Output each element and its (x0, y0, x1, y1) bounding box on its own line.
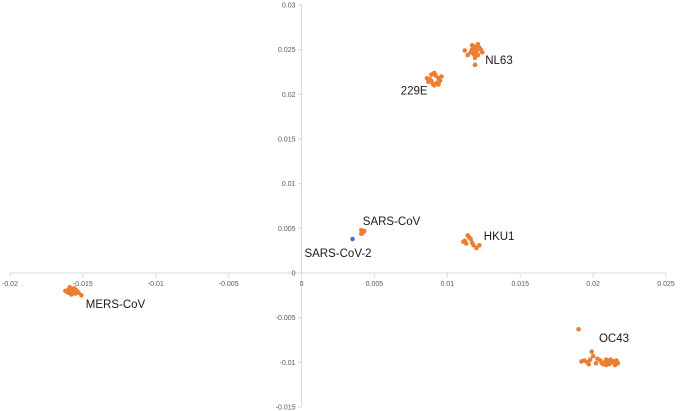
x-tick-label: -0.015 (73, 281, 93, 288)
data-point (76, 290, 81, 295)
data-point (462, 48, 468, 53)
y-tick-label: 0 (292, 271, 296, 278)
x-tick-label: -0.01 (148, 281, 164, 288)
data-point (609, 360, 615, 365)
y-tick-label: 0.025 (278, 47, 296, 54)
cluster-label: SARS-CoV (363, 216, 421, 228)
x-tick-label: 0.015 (511, 281, 529, 288)
y-tick-label: 0.005 (278, 226, 296, 233)
data-point (474, 245, 479, 251)
data-point (465, 233, 471, 238)
y-tick-label: 0.01 (282, 181, 296, 188)
data-point (601, 361, 606, 367)
data-point (471, 47, 476, 52)
y-tick-label: 0.02 (282, 92, 296, 99)
x-tick-label: 0.02 (586, 281, 600, 288)
y-tick-label: 0.015 (278, 137, 296, 144)
y-tick-label: -0.01 (280, 360, 296, 367)
data-point (63, 288, 68, 294)
data-point (67, 284, 73, 290)
y-tick-label: -0.015 (276, 405, 296, 411)
data-point (477, 243, 482, 248)
cluster-labels: NL63 229E SARS-CoV HKU1 SARS-CoV-2 MERS-CoV OC… (86, 55, 629, 345)
data-point (469, 240, 475, 245)
data-point (472, 55, 478, 61)
data-point (359, 231, 364, 236)
y-tick-label: -0.005 (276, 315, 296, 322)
ticks: -0.02 -0.015 -0.01 -0.005 0 0.005 0.01 0.015 0.0… (2, 3, 675, 411)
data-point (475, 52, 481, 58)
data-point (590, 353, 596, 359)
data-point (79, 293, 84, 298)
data-point (586, 361, 592, 367)
data-point (595, 356, 600, 362)
cluster-label: 229E (401, 85, 428, 97)
data-point (431, 70, 437, 76)
data-point (431, 83, 437, 88)
data-points (63, 42, 621, 368)
cluster-label: OC43 (599, 333, 629, 345)
data-point (469, 42, 475, 48)
axes (10, 5, 666, 407)
x-tick-label: -0.005 (219, 281, 239, 288)
data-point (603, 357, 609, 362)
data-point (589, 349, 594, 354)
x-tick-label: -0.02 (2, 281, 18, 288)
data-point (576, 326, 581, 332)
x-tick-label: 0.025 (657, 281, 675, 288)
data-point (428, 78, 434, 84)
data-point (436, 82, 441, 87)
data-point (465, 52, 471, 58)
data-point (612, 362, 618, 368)
data-point (468, 50, 473, 55)
y-tick-label: 0.03 (282, 3, 296, 10)
data-point (614, 358, 619, 363)
cluster-label: HKU1 (484, 231, 515, 243)
data-point (361, 228, 367, 234)
x-tick-label: 0.01 (441, 281, 455, 288)
data-point (593, 360, 599, 366)
data-point (480, 50, 485, 55)
data-point (587, 357, 593, 362)
data-point (579, 359, 584, 364)
data-point (461, 239, 466, 245)
cluster-label: MERS-CoV (86, 299, 146, 311)
data-point (350, 236, 355, 242)
data-point (439, 74, 444, 79)
data-point (472, 62, 478, 68)
data-point (424, 75, 430, 81)
data-point (468, 236, 473, 242)
cluster-label: NL63 (485, 55, 513, 67)
data-point (475, 42, 481, 47)
x-tick-label: 0.005 (366, 281, 384, 288)
cluster-label: SARS-CoV-2 (304, 248, 371, 260)
x-tick-label: 0 (300, 281, 304, 288)
data-point (70, 289, 75, 295)
